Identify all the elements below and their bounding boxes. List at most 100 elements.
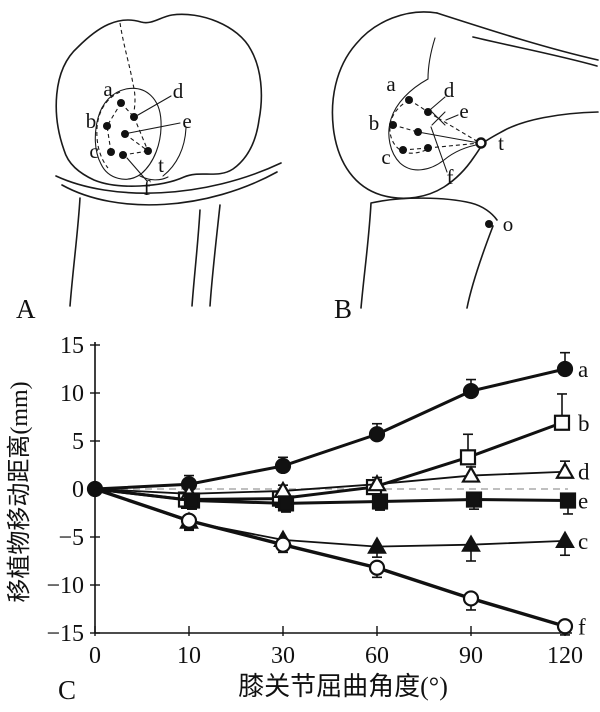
point-c — [107, 148, 115, 156]
label-f: f — [447, 165, 454, 189]
y-tick-label: 5 — [72, 429, 84, 455]
data-point-e — [371, 493, 389, 510]
data-point-d — [555, 461, 575, 479]
femur-outline — [55, 13, 263, 187]
point-c — [399, 146, 407, 154]
point-e — [121, 130, 129, 138]
label-b: b — [369, 111, 380, 135]
point-t — [144, 147, 152, 155]
label-e: e — [459, 99, 468, 123]
e-cross-mark — [431, 111, 446, 126]
label-b: b — [86, 109, 97, 133]
series-label-d: d — [578, 460, 590, 485]
x-axis-title: 膝关节屈曲角度(°) — [238, 672, 448, 701]
data-point-c — [367, 536, 387, 554]
label-t: t — [158, 153, 164, 177]
point-f — [119, 151, 127, 159]
label-t: t — [498, 131, 504, 155]
data-point-d — [367, 473, 387, 492]
label-d: d — [173, 79, 184, 103]
leader-lines-a — [126, 95, 181, 182]
y-tick-label: −5 — [58, 525, 84, 551]
data-point-a — [274, 457, 292, 475]
y-tick-label: −10 — [46, 573, 84, 599]
data-point-e — [465, 491, 483, 508]
x-tick-label: 60 — [365, 643, 389, 669]
point-a — [405, 96, 413, 104]
x-tick-label: 120 — [547, 643, 583, 669]
data-point-d — [461, 465, 481, 483]
point-a — [117, 99, 125, 107]
label-o: o — [503, 212, 514, 236]
label-c: c — [89, 139, 98, 163]
data-point-c — [461, 534, 481, 552]
femoral-shaft-lines — [436, 12, 599, 67]
label-d: d — [444, 78, 455, 102]
tibia-outline-b — [360, 197, 498, 309]
label-c: c — [381, 145, 390, 169]
y-tick-label: −15 — [46, 621, 84, 647]
point-b — [103, 122, 111, 130]
data-point-b — [553, 414, 571, 431]
panel-b-label: B — [334, 294, 352, 324]
label-a: a — [386, 72, 396, 96]
point-b — [389, 121, 397, 129]
series-label-e: e — [578, 489, 588, 514]
series-line-a — [94, 367, 566, 491]
label-f: f — [144, 176, 151, 200]
data-point-e — [183, 492, 201, 509]
data-point-c — [555, 530, 575, 548]
data-point-a — [368, 426, 386, 443]
tibia-shaft — [69, 197, 221, 307]
point-d — [424, 108, 432, 116]
point-f — [424, 144, 432, 152]
y-axis-title: 移植物移动距离(mm) — [6, 381, 33, 602]
dashed-connectors-b — [392, 99, 481, 151]
x-tick-label: 0 — [89, 643, 101, 669]
series-label-b: b — [578, 411, 590, 436]
panel-c-label: C — [58, 675, 76, 705]
panel-a-label: A — [16, 294, 36, 324]
series-label-a: a — [578, 357, 588, 382]
data-point-e — [277, 495, 295, 512]
center-to-t-line — [417, 131, 480, 144]
label-e: e — [182, 109, 191, 133]
x-tick-label: 10 — [177, 643, 201, 669]
data-point-f — [462, 590, 480, 607]
notch-outline-b — [388, 37, 482, 171]
point-t — [475, 137, 487, 149]
data-point-f — [180, 512, 198, 529]
leader-lines-b — [430, 96, 459, 173]
label-a: a — [103, 77, 113, 101]
y-tick-label: 15 — [60, 333, 84, 359]
data-point-f — [368, 559, 386, 576]
diagram-b-lateral-knee: a b c d e f t o B — [331, 11, 599, 324]
x-tick-label: 90 — [459, 643, 483, 669]
x-tick-label: 30 — [271, 643, 295, 669]
y-tick-label: 10 — [60, 381, 84, 407]
data-point-a — [556, 360, 574, 378]
notch-wall — [139, 127, 187, 181]
series-line-e — [94, 487, 569, 505]
dashed-connectors-a — [106, 102, 149, 156]
point-d — [130, 113, 138, 121]
series-line-f — [94, 487, 566, 628]
series-label-c: c — [578, 529, 588, 554]
data-point-e — [559, 492, 577, 509]
data-point-b — [459, 449, 477, 466]
diagram-a-anterior-knee: a b c d e f t A — [16, 13, 282, 324]
data-point-a — [462, 382, 480, 400]
y-tick-label: 0 — [72, 477, 84, 503]
femoral-condyle-outline — [331, 11, 483, 200]
anterior-dashed-line — [119, 22, 136, 113]
footprint-dashed-arc — [96, 91, 121, 169]
data-point-f — [274, 536, 292, 553]
tibia-plateau — [55, 162, 282, 206]
series-line-d — [94, 470, 566, 495]
point-o — [485, 220, 493, 228]
posterior-curve — [481, 111, 599, 145]
point-center — [414, 128, 422, 136]
series-label-f: f — [578, 614, 586, 639]
